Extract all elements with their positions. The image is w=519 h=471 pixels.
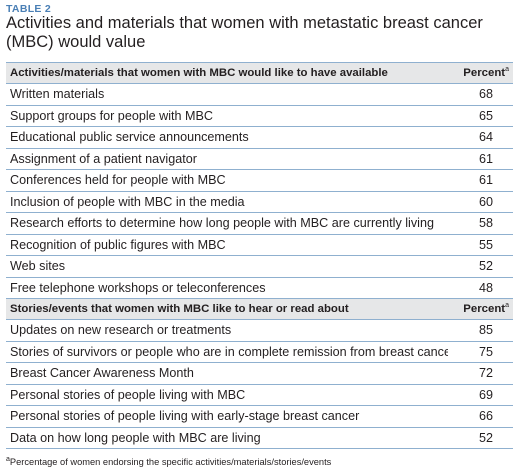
percent-cell: 72 (448, 362, 513, 385)
percent-cell: 55 (448, 234, 513, 256)
table-row: Inclusion of people with MBC in the medi… (6, 191, 513, 213)
percent-cell: 52 (448, 255, 513, 278)
item-cell: Conferences held for people with MBC (6, 169, 448, 192)
table-title: Activities and materials that women with… (6, 14, 483, 51)
percent-header-cell: Percenta (448, 298, 513, 320)
table-row: Personal stories of people living with e… (6, 405, 513, 428)
percent-cell: 48 (448, 277, 513, 299)
footnote-marker: a (6, 455, 10, 463)
section-header: Activities/materials that women with MBC… (6, 62, 448, 84)
section-header-row: Activities/materials that women with MBC… (6, 62, 513, 84)
percent-cell: 69 (448, 384, 513, 406)
table-row: Conferences held for people with MBC 61 (6, 169, 513, 192)
percent-footnote-marker: a (505, 302, 509, 310)
percent-cell: 65 (448, 105, 513, 127)
percent-header: Percent (463, 67, 506, 79)
table-label: TABLE 2 (6, 3, 52, 15)
item-cell: Personal stories of people living with M… (6, 384, 448, 406)
percent-cell: 61 (448, 169, 513, 192)
table-row: Research efforts to determine how long p… (6, 212, 513, 235)
percent-cell: 60 (448, 191, 513, 213)
percent-header: Percent (463, 303, 506, 315)
item-cell: Updates on new research or treatments (6, 319, 448, 342)
percent-cell: 68 (448, 83, 513, 106)
percent-cell: 52 (448, 427, 513, 449)
footnote-text: Percentage of women endorsing the specif… (9, 457, 332, 467)
item-cell: Recognition of public figures with MBC (6, 234, 448, 256)
table-row: Recognition of public figures with MBC 55 (6, 234, 513, 256)
item-cell: Free telephone workshops or teleconferen… (6, 277, 448, 299)
item-cell: Breast Cancer Awareness Month (6, 362, 448, 385)
section-header: Stories/events that women with MBC like … (6, 298, 448, 320)
table-row: Stories of survivors or people who are i… (6, 341, 513, 363)
percent-cell: 64 (448, 126, 513, 149)
percent-cell: 61 (448, 148, 513, 170)
footnote: aPercentage of women endorsing the speci… (6, 455, 332, 467)
percent-cell: 75 (448, 341, 513, 363)
data-table: Activities/materials that women with MBC… (6, 62, 513, 449)
table-row: Personal stories of people living with M… (6, 384, 513, 406)
percent-cell: 85 (448, 319, 513, 342)
table-row: Written materials 68 (6, 83, 513, 106)
table-body: Activities/materials that women with MBC… (6, 62, 513, 449)
item-cell: Stories of survivors or people who are i… (6, 341, 448, 363)
item-cell: Educational public service announcements (6, 126, 448, 149)
item-cell: Data on how long people with MBC are liv… (6, 427, 448, 449)
table-row: Assignment of a patient navigator 61 (6, 148, 513, 170)
item-cell: Web sites (6, 255, 448, 278)
item-cell: Personal stories of people living with e… (6, 405, 448, 428)
table-row: Support groups for people with MBC 65 (6, 105, 513, 127)
item-cell: Written materials (6, 83, 448, 106)
section-header-row: Stories/events that women with MBC like … (6, 298, 513, 320)
table-row: Breast Cancer Awareness Month 72 (6, 362, 513, 385)
item-cell: Research efforts to determine how long p… (6, 212, 448, 235)
percent-cell: 66 (448, 405, 513, 428)
table-row: Educational public service announcements… (6, 126, 513, 149)
table-row: Data on how long people with MBC are liv… (6, 427, 513, 449)
item-cell: Support groups for people with MBC (6, 105, 448, 127)
percent-cell: 58 (448, 212, 513, 235)
percent-header-cell: Percenta (448, 62, 513, 84)
table-row: Updates on new research or treatments 85 (6, 319, 513, 342)
table-row: Free telephone workshops or teleconferen… (6, 277, 513, 299)
percent-footnote-marker: a (505, 66, 509, 74)
table-row: Web sites 52 (6, 255, 513, 278)
item-cell: Assignment of a patient navigator (6, 148, 448, 170)
item-cell: Inclusion of people with MBC in the medi… (6, 191, 448, 213)
